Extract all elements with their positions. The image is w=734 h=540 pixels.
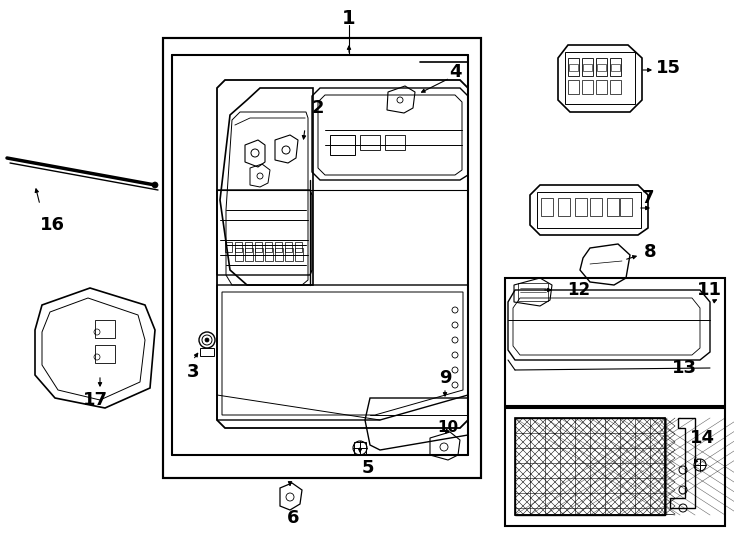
Bar (596, 58, 607, 76)
Bar (354, 442, 366, 454)
Bar (582, 80, 593, 94)
Bar (568, 80, 579, 94)
Bar (200, 348, 214, 356)
Bar (245, 242, 252, 252)
Bar (385, 135, 405, 150)
Bar (95, 320, 115, 338)
Bar (505, 408, 725, 526)
Bar (265, 248, 273, 261)
Bar (330, 135, 355, 155)
Bar (518, 283, 548, 301)
Text: 3: 3 (186, 363, 199, 381)
Text: 14: 14 (690, 429, 715, 447)
Text: 6: 6 (287, 509, 299, 527)
Bar (275, 242, 282, 252)
Bar (611, 64, 620, 71)
Bar (590, 198, 602, 216)
Polygon shape (515, 418, 665, 515)
Bar (235, 248, 243, 261)
Bar (360, 135, 380, 150)
Bar (575, 198, 587, 216)
Bar (568, 58, 579, 76)
Bar (620, 198, 632, 216)
Bar (569, 64, 578, 71)
Circle shape (152, 182, 158, 188)
Bar (610, 80, 621, 94)
Bar (558, 198, 570, 216)
Bar (295, 242, 302, 252)
Bar (255, 248, 263, 261)
Bar (285, 248, 293, 261)
Bar (245, 248, 253, 261)
Bar (163, 38, 481, 478)
Bar (95, 345, 115, 363)
Bar (565, 52, 635, 104)
Text: 5: 5 (362, 459, 374, 477)
Text: 9: 9 (439, 369, 451, 387)
Text: 10: 10 (437, 421, 459, 435)
Bar (255, 242, 262, 252)
Text: 13: 13 (672, 359, 697, 377)
Bar (235, 242, 242, 252)
Text: 16: 16 (40, 216, 65, 234)
Text: 15: 15 (655, 59, 680, 77)
Text: 7: 7 (642, 189, 654, 207)
Circle shape (205, 338, 209, 342)
Text: 1: 1 (342, 9, 356, 28)
Bar (607, 198, 619, 216)
Bar (583, 64, 592, 71)
Bar (582, 58, 593, 76)
Bar (285, 242, 292, 252)
Bar (505, 278, 725, 406)
Text: 11: 11 (697, 281, 722, 299)
Text: 8: 8 (644, 243, 656, 261)
Bar (537, 192, 641, 228)
Bar (163, 38, 481, 478)
Bar (225, 242, 232, 252)
Bar (275, 248, 283, 261)
Text: 4: 4 (448, 63, 461, 81)
Bar (265, 242, 272, 252)
Bar (541, 198, 553, 216)
Bar (610, 58, 621, 76)
Bar (295, 248, 303, 261)
Text: 2: 2 (312, 99, 324, 117)
Bar (596, 80, 607, 94)
Text: 12: 12 (567, 281, 590, 299)
Text: 17: 17 (82, 391, 107, 409)
Bar (597, 64, 606, 71)
